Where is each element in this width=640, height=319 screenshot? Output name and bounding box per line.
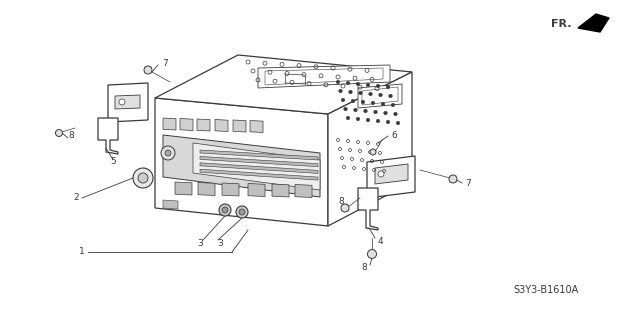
Circle shape xyxy=(351,99,355,103)
Circle shape xyxy=(364,109,367,113)
Polygon shape xyxy=(98,118,118,154)
Polygon shape xyxy=(358,84,402,108)
Circle shape xyxy=(356,82,360,86)
Circle shape xyxy=(366,83,370,87)
Text: 8: 8 xyxy=(68,131,74,140)
Circle shape xyxy=(366,118,370,122)
Circle shape xyxy=(374,110,378,114)
Polygon shape xyxy=(233,120,246,132)
Circle shape xyxy=(133,168,153,188)
Polygon shape xyxy=(258,65,390,88)
Polygon shape xyxy=(578,14,609,32)
Circle shape xyxy=(138,173,148,183)
Polygon shape xyxy=(328,72,412,226)
Polygon shape xyxy=(163,118,176,130)
Circle shape xyxy=(222,207,228,213)
Circle shape xyxy=(394,112,397,116)
Circle shape xyxy=(356,117,360,121)
Circle shape xyxy=(219,204,231,216)
Polygon shape xyxy=(155,55,412,114)
Circle shape xyxy=(396,121,400,125)
Text: 2: 2 xyxy=(74,194,79,203)
Polygon shape xyxy=(200,150,318,160)
Circle shape xyxy=(346,81,350,85)
Polygon shape xyxy=(200,163,318,174)
Text: 3: 3 xyxy=(197,239,203,248)
Circle shape xyxy=(354,108,357,112)
Text: 1: 1 xyxy=(79,248,85,256)
Circle shape xyxy=(386,120,390,124)
Text: 7: 7 xyxy=(465,179,471,188)
Circle shape xyxy=(144,66,152,74)
Polygon shape xyxy=(180,118,193,130)
Circle shape xyxy=(344,107,348,111)
Circle shape xyxy=(165,150,171,156)
Polygon shape xyxy=(155,98,328,226)
Text: 6: 6 xyxy=(391,130,397,139)
Circle shape xyxy=(341,98,345,102)
Polygon shape xyxy=(193,143,320,190)
Circle shape xyxy=(339,89,342,93)
Polygon shape xyxy=(163,135,320,197)
Circle shape xyxy=(376,84,380,88)
Circle shape xyxy=(239,209,245,215)
Circle shape xyxy=(384,111,387,115)
Circle shape xyxy=(386,85,390,89)
Circle shape xyxy=(370,149,376,155)
Polygon shape xyxy=(197,119,210,131)
Text: 4: 4 xyxy=(378,236,383,246)
Polygon shape xyxy=(215,120,228,131)
Text: 8: 8 xyxy=(361,263,367,271)
Text: S3Y3-B1610A: S3Y3-B1610A xyxy=(513,285,579,295)
Polygon shape xyxy=(375,164,408,184)
Circle shape xyxy=(56,130,63,137)
Circle shape xyxy=(371,101,375,105)
Circle shape xyxy=(367,249,376,258)
Circle shape xyxy=(236,206,248,218)
Circle shape xyxy=(161,146,175,160)
Polygon shape xyxy=(222,183,239,196)
Polygon shape xyxy=(115,95,140,109)
Text: 7: 7 xyxy=(162,58,168,68)
Polygon shape xyxy=(358,188,378,230)
Polygon shape xyxy=(108,83,148,122)
Circle shape xyxy=(358,91,362,95)
Circle shape xyxy=(376,119,380,123)
Text: 3: 3 xyxy=(217,239,223,248)
Polygon shape xyxy=(175,182,192,195)
Polygon shape xyxy=(295,184,312,197)
Polygon shape xyxy=(265,68,383,85)
Circle shape xyxy=(361,100,365,104)
Circle shape xyxy=(381,102,385,106)
Polygon shape xyxy=(200,156,318,167)
Text: 5: 5 xyxy=(110,157,116,166)
Circle shape xyxy=(346,116,350,120)
Circle shape xyxy=(449,175,457,183)
Circle shape xyxy=(388,94,392,98)
Polygon shape xyxy=(272,184,289,197)
Polygon shape xyxy=(362,87,398,105)
Text: 8: 8 xyxy=(339,197,344,206)
Circle shape xyxy=(378,171,384,177)
Polygon shape xyxy=(200,169,318,180)
Text: FR.: FR. xyxy=(552,19,572,29)
Circle shape xyxy=(119,99,125,105)
Polygon shape xyxy=(198,182,215,196)
Circle shape xyxy=(349,90,352,94)
Circle shape xyxy=(341,204,349,212)
Polygon shape xyxy=(367,156,415,198)
Polygon shape xyxy=(248,183,265,197)
Circle shape xyxy=(379,93,382,97)
Polygon shape xyxy=(250,121,263,132)
Polygon shape xyxy=(163,200,178,209)
Circle shape xyxy=(369,92,372,96)
Circle shape xyxy=(391,103,395,107)
Circle shape xyxy=(336,80,340,84)
